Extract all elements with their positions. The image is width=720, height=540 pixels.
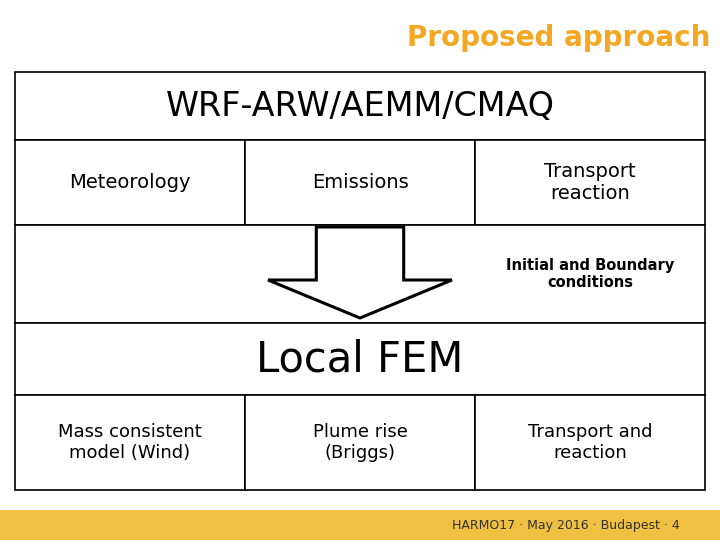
Bar: [245, 395, 475, 490]
Text: Plume rise
(Briggs): Plume rise (Briggs): [312, 423, 408, 462]
Polygon shape: [268, 227, 452, 318]
Bar: [15, 395, 245, 490]
Bar: [15, 72, 705, 140]
Text: Mass consistent
model (Wind): Mass consistent model (Wind): [58, 423, 202, 462]
Bar: [15, 225, 705, 323]
Bar: [15, 140, 245, 225]
Text: Proposed approach: Proposed approach: [407, 24, 710, 52]
Bar: [245, 140, 475, 225]
Bar: [475, 140, 705, 225]
Text: Emissions: Emissions: [312, 173, 408, 192]
Text: Transport and
reaction: Transport and reaction: [528, 423, 652, 462]
Text: Transport
reaction: Transport reaction: [544, 162, 636, 203]
Text: Meteorology: Meteorology: [69, 173, 191, 192]
Text: HARMO17 · May 2016 · Budapest · 4: HARMO17 · May 2016 · Budapest · 4: [452, 518, 680, 531]
Text: Local FEM: Local FEM: [256, 338, 464, 380]
Text: WRF-ARW/AEMM/CMAQ: WRF-ARW/AEMM/CMAQ: [166, 90, 554, 123]
Bar: [0, 510, 720, 540]
Bar: [15, 323, 705, 395]
Bar: [475, 395, 705, 490]
Text: Initial and Boundary
conditions: Initial and Boundary conditions: [506, 258, 674, 290]
